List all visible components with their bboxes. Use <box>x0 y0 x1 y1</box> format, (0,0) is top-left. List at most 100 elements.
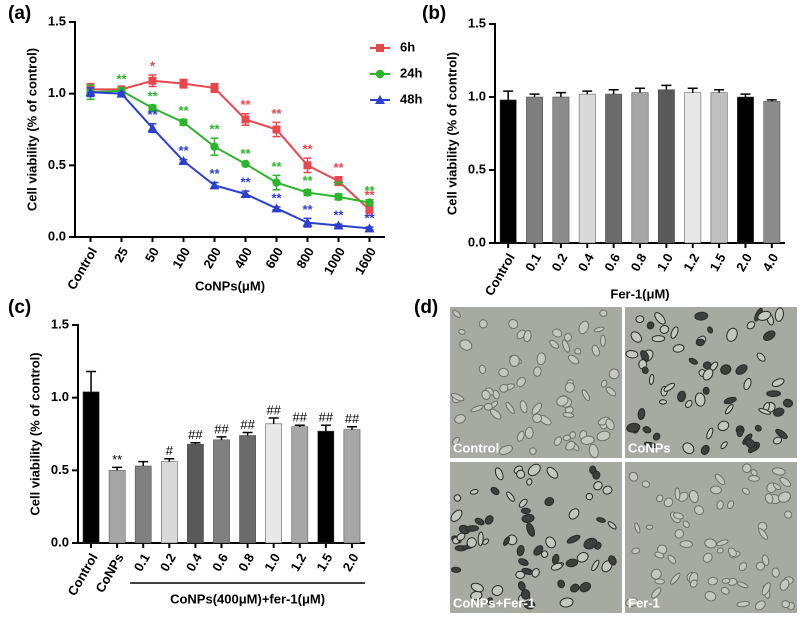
y-tick-label: 1.0 <box>48 85 66 100</box>
significance: ## <box>214 421 229 436</box>
cell <box>518 558 529 566</box>
cell <box>564 332 572 342</box>
error-bar <box>529 93 540 97</box>
bar <box>239 435 256 544</box>
cell <box>707 326 714 334</box>
x-tick-label: 200 <box>200 245 224 271</box>
cell <box>454 414 466 424</box>
cell <box>651 587 662 599</box>
cell <box>631 547 641 555</box>
x-tick-label: 50 <box>142 245 162 265</box>
bar <box>578 93 596 244</box>
cell <box>605 386 617 397</box>
bar <box>710 92 728 244</box>
y-tick-label: 0.0 <box>468 234 486 249</box>
x-tick-label: 100 <box>169 245 193 271</box>
panel-label: (c) <box>8 297 31 318</box>
cell <box>520 589 531 600</box>
error-bar <box>112 466 123 471</box>
cell <box>533 366 542 377</box>
cell <box>596 430 611 442</box>
cell <box>553 436 563 446</box>
y-tick-label: 0.5 <box>468 161 486 176</box>
x-tick-label: 400 <box>231 245 255 271</box>
y-axis-label: Cell viability (% of control) <box>24 48 39 211</box>
cell <box>527 463 541 477</box>
x-tick-label: 0.8 <box>235 551 257 574</box>
cell <box>521 513 535 523</box>
cell <box>688 489 699 504</box>
y-tick-label: 1.0 <box>468 88 486 103</box>
cell <box>596 517 606 523</box>
significance: ** <box>364 210 375 225</box>
cell <box>716 547 724 554</box>
cell <box>696 338 705 347</box>
x-tick-label: Control <box>65 551 101 599</box>
bar <box>343 429 361 544</box>
cell <box>670 572 681 585</box>
image-label: Control <box>453 440 499 455</box>
cell <box>720 586 730 595</box>
cell <box>706 427 714 440</box>
marker <box>116 88 127 98</box>
cell <box>761 582 771 596</box>
bar <box>291 426 309 544</box>
significance: ## <box>240 417 255 432</box>
cell <box>642 426 652 434</box>
y-tick-label: 1.0 <box>51 389 69 404</box>
legend-label: 6h <box>400 39 415 54</box>
cell <box>641 366 649 375</box>
marker <box>272 125 281 134</box>
cell <box>565 558 579 568</box>
cell <box>453 494 462 502</box>
marker <box>209 180 220 190</box>
marker <box>85 87 96 97</box>
cell <box>704 538 717 549</box>
cell <box>746 321 756 330</box>
significance: ** <box>240 97 251 112</box>
cell <box>602 485 613 495</box>
cell <box>588 443 599 459</box>
marker <box>240 189 251 198</box>
marker <box>303 161 312 170</box>
cell <box>748 475 760 482</box>
cell <box>562 412 575 418</box>
cell <box>516 377 526 388</box>
cell <box>724 403 734 415</box>
cell <box>758 408 771 415</box>
x-tick-label: 0.4 <box>575 250 597 274</box>
cell <box>736 428 744 438</box>
cell <box>531 568 540 578</box>
x-tick-label: 1.5 <box>707 251 729 274</box>
cell <box>645 524 654 530</box>
cell <box>523 600 536 610</box>
cell <box>758 528 768 540</box>
marker <box>302 217 313 227</box>
cell <box>452 309 461 318</box>
significance: ## <box>345 411 360 426</box>
cell <box>469 489 479 495</box>
cell <box>726 500 735 509</box>
cell <box>544 497 555 507</box>
cell <box>515 570 526 579</box>
bar <box>160 461 178 544</box>
series-line <box>90 79 371 211</box>
bar <box>605 93 623 244</box>
cell <box>508 319 519 329</box>
cell <box>771 378 785 388</box>
image-label: CoNPs+Fer-1 <box>453 595 535 610</box>
cell <box>672 344 685 353</box>
cell <box>771 467 786 476</box>
marker <box>375 69 385 79</box>
y-tick-label: 1.5 <box>468 15 486 30</box>
x-tick-label: 600 <box>262 245 286 271</box>
cell <box>682 520 690 528</box>
cell <box>526 522 536 537</box>
cell <box>672 512 684 520</box>
bar <box>763 101 781 244</box>
cell <box>688 357 698 365</box>
cell <box>490 486 500 496</box>
error-bar <box>555 91 566 97</box>
cell <box>702 361 712 370</box>
